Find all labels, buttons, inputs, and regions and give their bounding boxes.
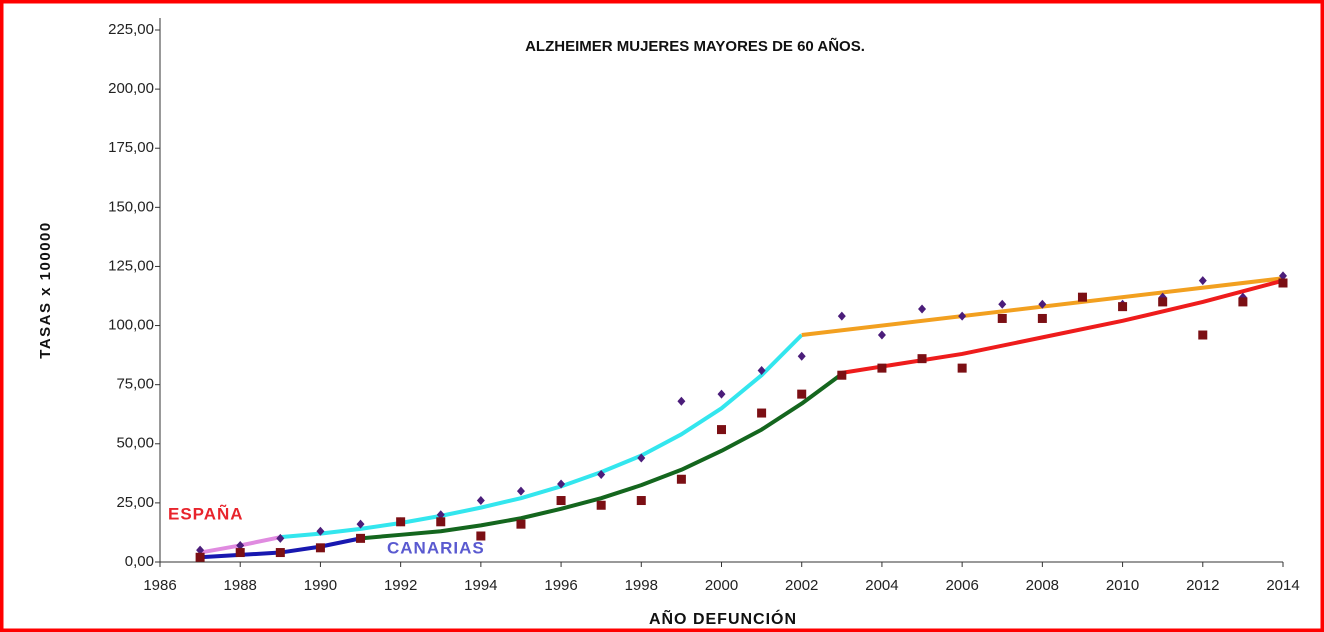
square-point <box>676 474 686 484</box>
x-tick-label: 1986 <box>143 577 176 594</box>
diamond-point <box>557 479 566 489</box>
y-axis-label: TASAS x 100000 <box>37 221 54 358</box>
x-axis-label: AÑO DEFUNCIÓN <box>649 608 797 628</box>
x-tick-label: 2006 <box>945 577 978 594</box>
trend-line <box>841 278 1284 375</box>
square-point <box>436 517 446 527</box>
square-point <box>997 313 1007 323</box>
square-point <box>195 552 205 562</box>
square-point <box>957 363 967 373</box>
square-point <box>1077 292 1087 302</box>
square-point <box>636 496 646 506</box>
diamond-point <box>677 396 686 406</box>
diamond-point <box>1038 299 1047 309</box>
annotation: ESPAÑA <box>168 503 244 523</box>
chart-title: ALZHEIMER MUJERES MAYORES DE 60 AÑOS. <box>525 37 865 55</box>
square-point <box>516 519 526 529</box>
diamond-point <box>797 351 806 361</box>
x-tick-label: 1998 <box>625 577 658 594</box>
diamond-point <box>597 470 606 480</box>
square-point <box>1198 330 1208 340</box>
square-point <box>1118 302 1128 312</box>
square-point <box>757 408 767 418</box>
square-point <box>556 496 566 506</box>
square-point <box>837 370 847 380</box>
x-tick-label: 2012 <box>1186 577 1219 594</box>
square-point <box>315 543 325 553</box>
x-tick-label: 2000 <box>705 577 738 594</box>
square-point <box>275 548 285 558</box>
x-tick-label: 2004 <box>865 577 898 594</box>
diamond-point <box>436 510 445 520</box>
y-tick-label: 200,00 <box>108 80 154 97</box>
trend-line <box>360 372 844 541</box>
diamond-point <box>1279 271 1287 281</box>
square-point <box>1238 297 1248 307</box>
y-tick-label: 100,00 <box>108 317 154 334</box>
diamond-point <box>316 526 325 536</box>
square-point <box>1158 297 1168 307</box>
x-tick-label: 1992 <box>384 577 417 594</box>
diamond-point <box>276 533 285 543</box>
diamond-point <box>196 545 205 555</box>
diamond-point <box>236 540 245 550</box>
y-tick-label: 125,00 <box>108 257 154 274</box>
x-tick-label: 2008 <box>1026 577 1059 594</box>
diamond-point <box>837 311 846 321</box>
x-tick-label: 2002 <box>785 577 818 594</box>
square-point <box>1037 313 1047 323</box>
y-tick-label: 25,00 <box>116 494 154 511</box>
y-tick-label: 0,00 <box>125 553 154 570</box>
y-tick-label: 225,00 <box>108 21 154 38</box>
diamond-point <box>877 330 886 340</box>
annotation: CANARIAS <box>387 538 485 557</box>
square-point <box>1278 278 1288 288</box>
x-tick-label: 1990 <box>304 577 337 594</box>
x-tick-label: 2014 <box>1266 577 1299 594</box>
square-point <box>596 500 606 510</box>
diamond-point <box>1198 276 1207 286</box>
y-tick-label: 75,00 <box>116 376 154 393</box>
diamond-point <box>998 299 1007 309</box>
square-point <box>717 425 726 435</box>
square-point <box>877 363 887 373</box>
diamond-point <box>918 304 927 314</box>
diamond-point <box>516 486 525 496</box>
diamond-point <box>757 365 766 375</box>
y-tick-label: 175,00 <box>108 139 154 156</box>
x-tick-label: 1996 <box>544 577 577 594</box>
square-point <box>396 517 406 527</box>
x-tick-label: 1994 <box>464 577 497 594</box>
y-tick-label: 150,00 <box>108 198 154 215</box>
diamond-point <box>637 453 646 463</box>
y-tick-label: 50,00 <box>116 435 154 452</box>
trend-line <box>280 333 804 540</box>
square-point <box>476 531 486 541</box>
square-point <box>797 389 807 399</box>
diamond-point <box>356 519 365 529</box>
x-tick-label: 2010 <box>1106 577 1139 594</box>
diamond-point <box>476 496 485 506</box>
x-tick-label: 1988 <box>224 577 257 594</box>
diamond-point <box>717 389 726 399</box>
square-point <box>917 354 927 364</box>
square-point <box>235 548 245 558</box>
diamond-point <box>958 311 967 321</box>
square-point <box>356 533 366 543</box>
